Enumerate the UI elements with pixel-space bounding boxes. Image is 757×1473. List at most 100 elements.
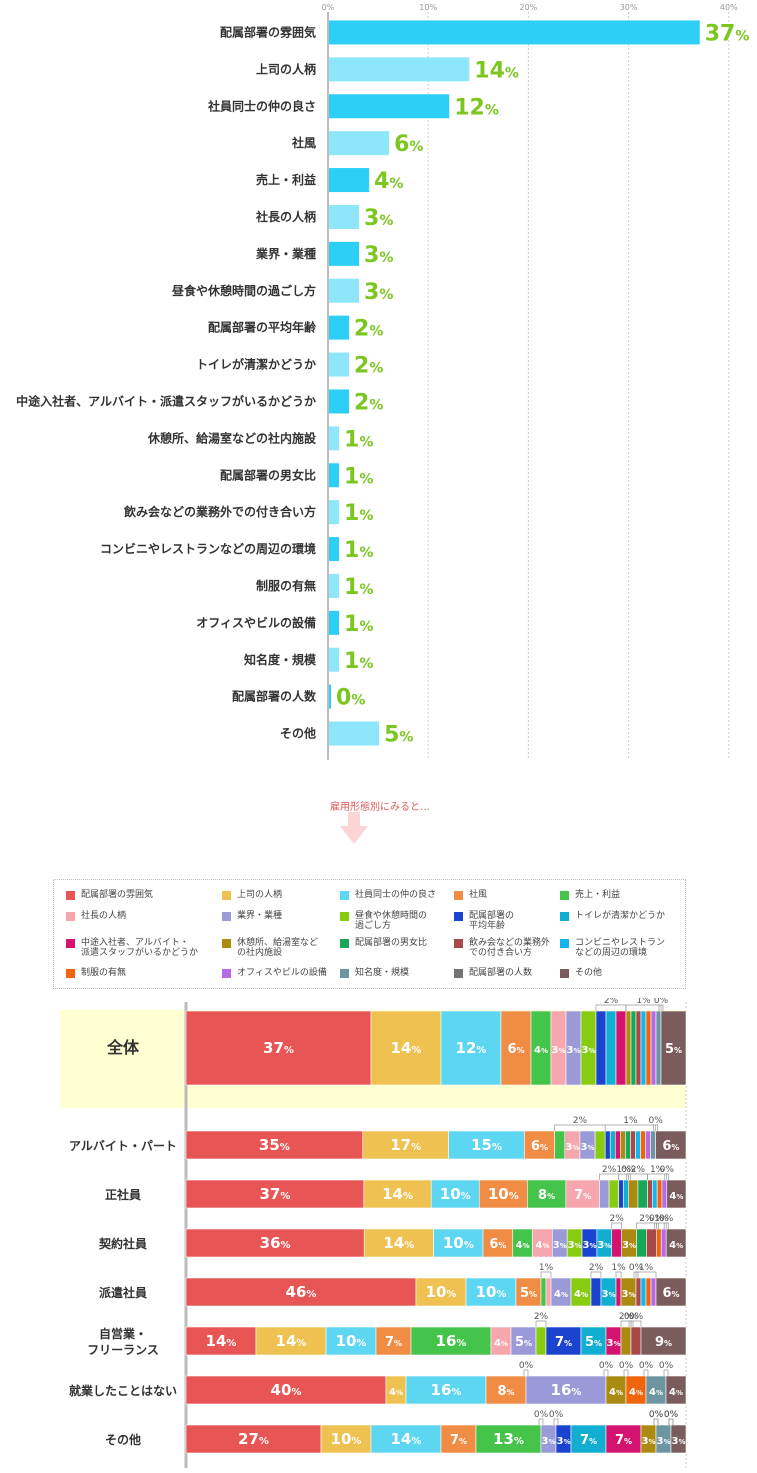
callout-bracket — [653, 1418, 659, 1425]
segment-value: 4 — [669, 1387, 676, 1398]
segment-unit: % — [281, 1240, 291, 1251]
stacked-segment — [185, 1375, 387, 1405]
segment-label: 7% — [555, 1335, 572, 1350]
segment-unit: % — [411, 1436, 421, 1447]
segment-label: 12% — [456, 1039, 487, 1057]
segment-label: 6% — [507, 1042, 524, 1057]
segment-value: 16 — [431, 1381, 452, 1399]
legend-item: 売上・利益 — [560, 890, 620, 900]
value-label: 3% — [364, 280, 393, 305]
callout-bracket — [663, 1222, 669, 1229]
segment-value: 3 — [582, 1240, 589, 1251]
segment-value: 5 — [520, 1286, 529, 1301]
legend-label: コンビニやレストラン などの周辺の環境 — [575, 938, 666, 958]
segment-label: 3% — [607, 1338, 621, 1349]
segment-value: 4 — [535, 1240, 542, 1251]
category-label: 中途入社者、アルバイト・派遣スタッフがいるかどうか — [16, 393, 316, 408]
callout-label: 0% — [549, 1410, 564, 1420]
segment-value: 13 — [493, 1430, 514, 1448]
stacked-segment — [655, 1277, 687, 1307]
legend-item: 配属部署の雰囲気 — [66, 890, 153, 900]
x-tick-label: 10% — [419, 3, 437, 12]
bar — [329, 20, 700, 45]
segment-unit: % — [674, 1046, 682, 1055]
value-label: 1% — [344, 649, 373, 674]
stacked-segment — [580, 1326, 607, 1356]
segment-unit: % — [616, 1389, 623, 1397]
callout-bracket — [623, 1369, 629, 1376]
segment-unit: % — [461, 1191, 471, 1202]
segment-value: 16 — [551, 1381, 572, 1399]
bar — [329, 573, 340, 598]
segment-unit: % — [498, 1241, 506, 1250]
segment-value: 3 — [581, 1142, 588, 1153]
category-label: 配属部署の男女比 — [220, 467, 316, 482]
stacked-segment — [535, 1326, 547, 1356]
segment-value: 3 — [582, 1045, 589, 1056]
bar — [329, 500, 340, 525]
segment-label: 14% — [276, 1332, 307, 1350]
stacked-segment — [594, 1130, 606, 1160]
stacked-segment — [615, 1010, 627, 1086]
callout-label: 0% — [649, 1410, 664, 1420]
callout-bracket — [553, 1418, 559, 1425]
segment-value: 5 — [515, 1335, 524, 1350]
callout-bracket — [658, 1004, 664, 1011]
stacked-segment — [554, 1130, 566, 1160]
group-label-line: 契約社員 — [98, 1236, 147, 1251]
legend-item: 昼食や休憩時間の 過ごし方 — [340, 911, 427, 931]
stacked-segment — [540, 1277, 547, 1307]
segment-label: 4% — [649, 1387, 663, 1398]
segment-label: 5% — [520, 1286, 537, 1301]
segment-unit: % — [648, 1438, 655, 1446]
segment-unit: % — [558, 1047, 565, 1055]
stacked-segment — [645, 1010, 652, 1086]
stacked-segment — [655, 1130, 687, 1160]
segment-value: 37 — [263, 1039, 284, 1057]
segment-unit: % — [628, 1291, 635, 1299]
bar — [329, 537, 340, 562]
callout-label: 2% — [534, 1312, 549, 1322]
stacked-segment — [185, 1228, 365, 1258]
segment-value: 7 — [555, 1335, 564, 1350]
segment-value: 10 — [443, 1234, 464, 1252]
segment-unit: % — [613, 1340, 620, 1348]
stacked-segment — [599, 1179, 610, 1209]
legend-label: 社員同士の仲の良さ — [355, 890, 437, 900]
value-unit: % — [359, 471, 373, 487]
segment-label: 4% — [669, 1387, 683, 1398]
group-label-line: フリーランス — [87, 1343, 159, 1357]
value-label: 5% — [384, 723, 413, 748]
stacked-segment — [635, 1010, 642, 1086]
segment-label: 3% — [582, 1045, 596, 1056]
bar — [329, 57, 470, 82]
category-label: 制服の有無 — [256, 578, 316, 593]
category-label: 昼食や休憩時間の過ごし方 — [171, 283, 316, 298]
legend-label: 配属部署の人数 — [469, 968, 533, 978]
legend-label: 中途入社者、アルバイト・ 派遣スタッフがいるかどうか — [81, 938, 199, 958]
group-label: アルバイト・パート — [69, 1139, 177, 1153]
legend-item: その他 — [560, 968, 602, 978]
segment-unit: % — [573, 1047, 580, 1055]
bar — [329, 647, 340, 672]
category-label: 配属部署の雰囲気 — [220, 24, 316, 39]
segment-label: 4% — [516, 1240, 530, 1251]
stacked-segment — [655, 1010, 662, 1086]
legend-swatch — [340, 891, 349, 900]
value-number: 0 — [336, 686, 351, 711]
legend-item: 社風 — [454, 890, 487, 900]
segment-value: 3 — [553, 1240, 560, 1251]
legend-item: 休憩所、給湯室など の社内施設 — [222, 938, 318, 958]
stacked-segment — [609, 1130, 616, 1160]
segment-label: 3% — [672, 1436, 686, 1447]
segment-value: 10 — [426, 1283, 447, 1301]
callout-label: 0% — [599, 1361, 614, 1371]
value-label: 2% — [354, 317, 383, 342]
value-unit: % — [735, 28, 749, 44]
segment-label: 4% — [534, 1045, 548, 1056]
callout-label: 1% — [611, 1263, 626, 1273]
bar — [329, 204, 360, 229]
group-label-line: 自営業・ — [99, 1326, 147, 1341]
legend-label: 社風 — [469, 890, 488, 900]
stacked-segment — [410, 1326, 492, 1356]
